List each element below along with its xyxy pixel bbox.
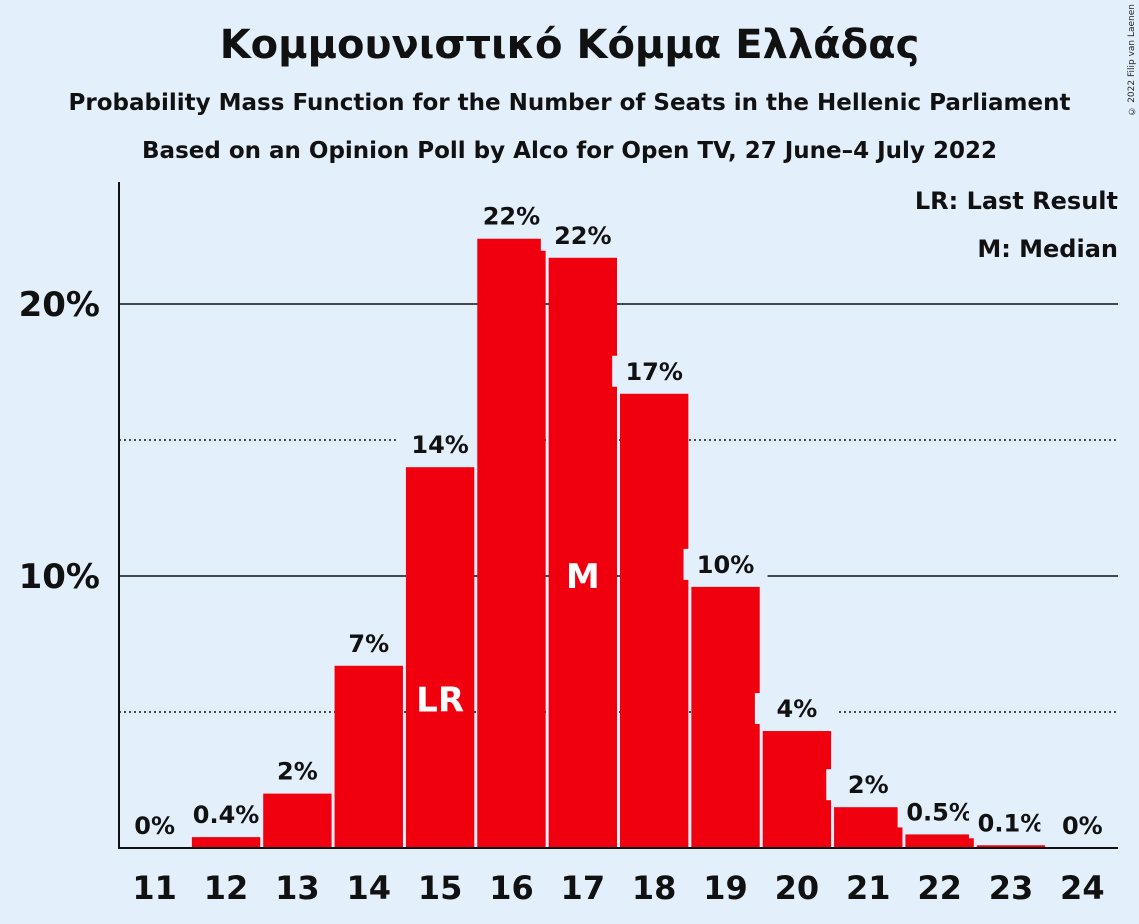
data-label-17: 22% bbox=[554, 222, 611, 250]
data-label-18: 17% bbox=[625, 358, 682, 386]
x-tick-label-20: 20 bbox=[775, 869, 820, 907]
x-tick-label-24: 24 bbox=[1060, 869, 1105, 907]
bar-23 bbox=[976, 845, 1046, 848]
data-label-bg-13 bbox=[255, 755, 340, 787]
data-label-bg-23 bbox=[968, 807, 1053, 839]
x-tick-label-11: 11 bbox=[132, 869, 177, 907]
data-label-bg-20 bbox=[754, 693, 839, 725]
bar-13 bbox=[263, 793, 332, 848]
data-label-13: 2% bbox=[277, 758, 318, 786]
data-label-14: 7% bbox=[348, 630, 389, 658]
x-tick-label-17: 17 bbox=[561, 869, 606, 907]
data-label-20: 4% bbox=[777, 695, 818, 723]
bar-18 bbox=[620, 393, 689, 848]
bar-12 bbox=[191, 837, 261, 848]
gridlines: 10% 20% bbox=[19, 285, 1118, 713]
x-tick-label-19: 19 bbox=[703, 869, 748, 907]
bar-19 bbox=[691, 586, 760, 848]
x-tick-label-12: 12 bbox=[204, 869, 249, 907]
x-tick-label-23: 23 bbox=[989, 869, 1034, 907]
axes bbox=[118, 182, 1118, 849]
data-label-16: 22% bbox=[483, 203, 540, 231]
data-label-bg-19 bbox=[683, 548, 768, 580]
data-label-21: 2% bbox=[848, 771, 889, 799]
bar-14 bbox=[334, 665, 403, 848]
data-label-bg-18 bbox=[612, 355, 697, 387]
chart-subtitle: Probability Mass Function for the Number… bbox=[68, 90, 1071, 116]
x-tick-label-18: 18 bbox=[632, 869, 677, 907]
bar-marker-m: M bbox=[566, 557, 600, 597]
x-tick-label-15: 15 bbox=[418, 869, 463, 907]
bar-21 bbox=[834, 807, 903, 848]
bar-20 bbox=[762, 731, 832, 848]
data-label-bg-11 bbox=[112, 810, 197, 841]
data-label-bg-24 bbox=[1040, 810, 1125, 841]
data-label-bg-16 bbox=[469, 200, 554, 232]
legend-median: M: Median bbox=[977, 235, 1118, 263]
data-label-19: 10% bbox=[697, 551, 754, 579]
bars: 0% 11 0.4% 12 2% 13 7% 14 14% 15 22% 16 22% 17 17% 18 10… bbox=[112, 200, 1125, 907]
y-tick-label: 10% bbox=[19, 557, 100, 597]
data-label-23: 0.1% bbox=[978, 809, 1045, 837]
data-label-bg-14 bbox=[326, 627, 411, 659]
data-label-bg-15 bbox=[398, 429, 483, 461]
data-label-24: 0% bbox=[1062, 812, 1103, 840]
data-label-bg-21 bbox=[826, 769, 911, 801]
y-tick-label: 20% bbox=[19, 285, 100, 325]
data-label-bg-22 bbox=[897, 796, 982, 828]
bar-16 bbox=[477, 238, 546, 849]
x-tick-label-16: 16 bbox=[489, 869, 534, 907]
bar-17 bbox=[548, 257, 617, 848]
data-label-11: 0% bbox=[134, 812, 175, 840]
chart-title: Κομμουνιστικό Κόμμα Ελλάδας bbox=[219, 22, 920, 68]
bar-marker-lr: LR bbox=[416, 681, 464, 721]
data-label-bg-12 bbox=[184, 799, 269, 831]
x-tick-label-14: 14 bbox=[346, 869, 391, 907]
x-tick-label-13: 13 bbox=[275, 869, 320, 907]
data-label-12: 0.4% bbox=[193, 801, 260, 829]
chart-source-line: Based on an Opinion Poll by Alco for Ope… bbox=[142, 138, 997, 164]
data-label-15: 14% bbox=[411, 431, 468, 459]
data-label-bg-17 bbox=[540, 219, 625, 251]
x-tick-label-22: 22 bbox=[917, 869, 962, 907]
x-tick-label-21: 21 bbox=[846, 869, 891, 907]
bar-22 bbox=[905, 834, 974, 848]
data-label-22: 0.5% bbox=[906, 798, 973, 826]
legend-last-result: LR: Last Result bbox=[915, 187, 1118, 215]
bar-15 bbox=[405, 467, 475, 848]
